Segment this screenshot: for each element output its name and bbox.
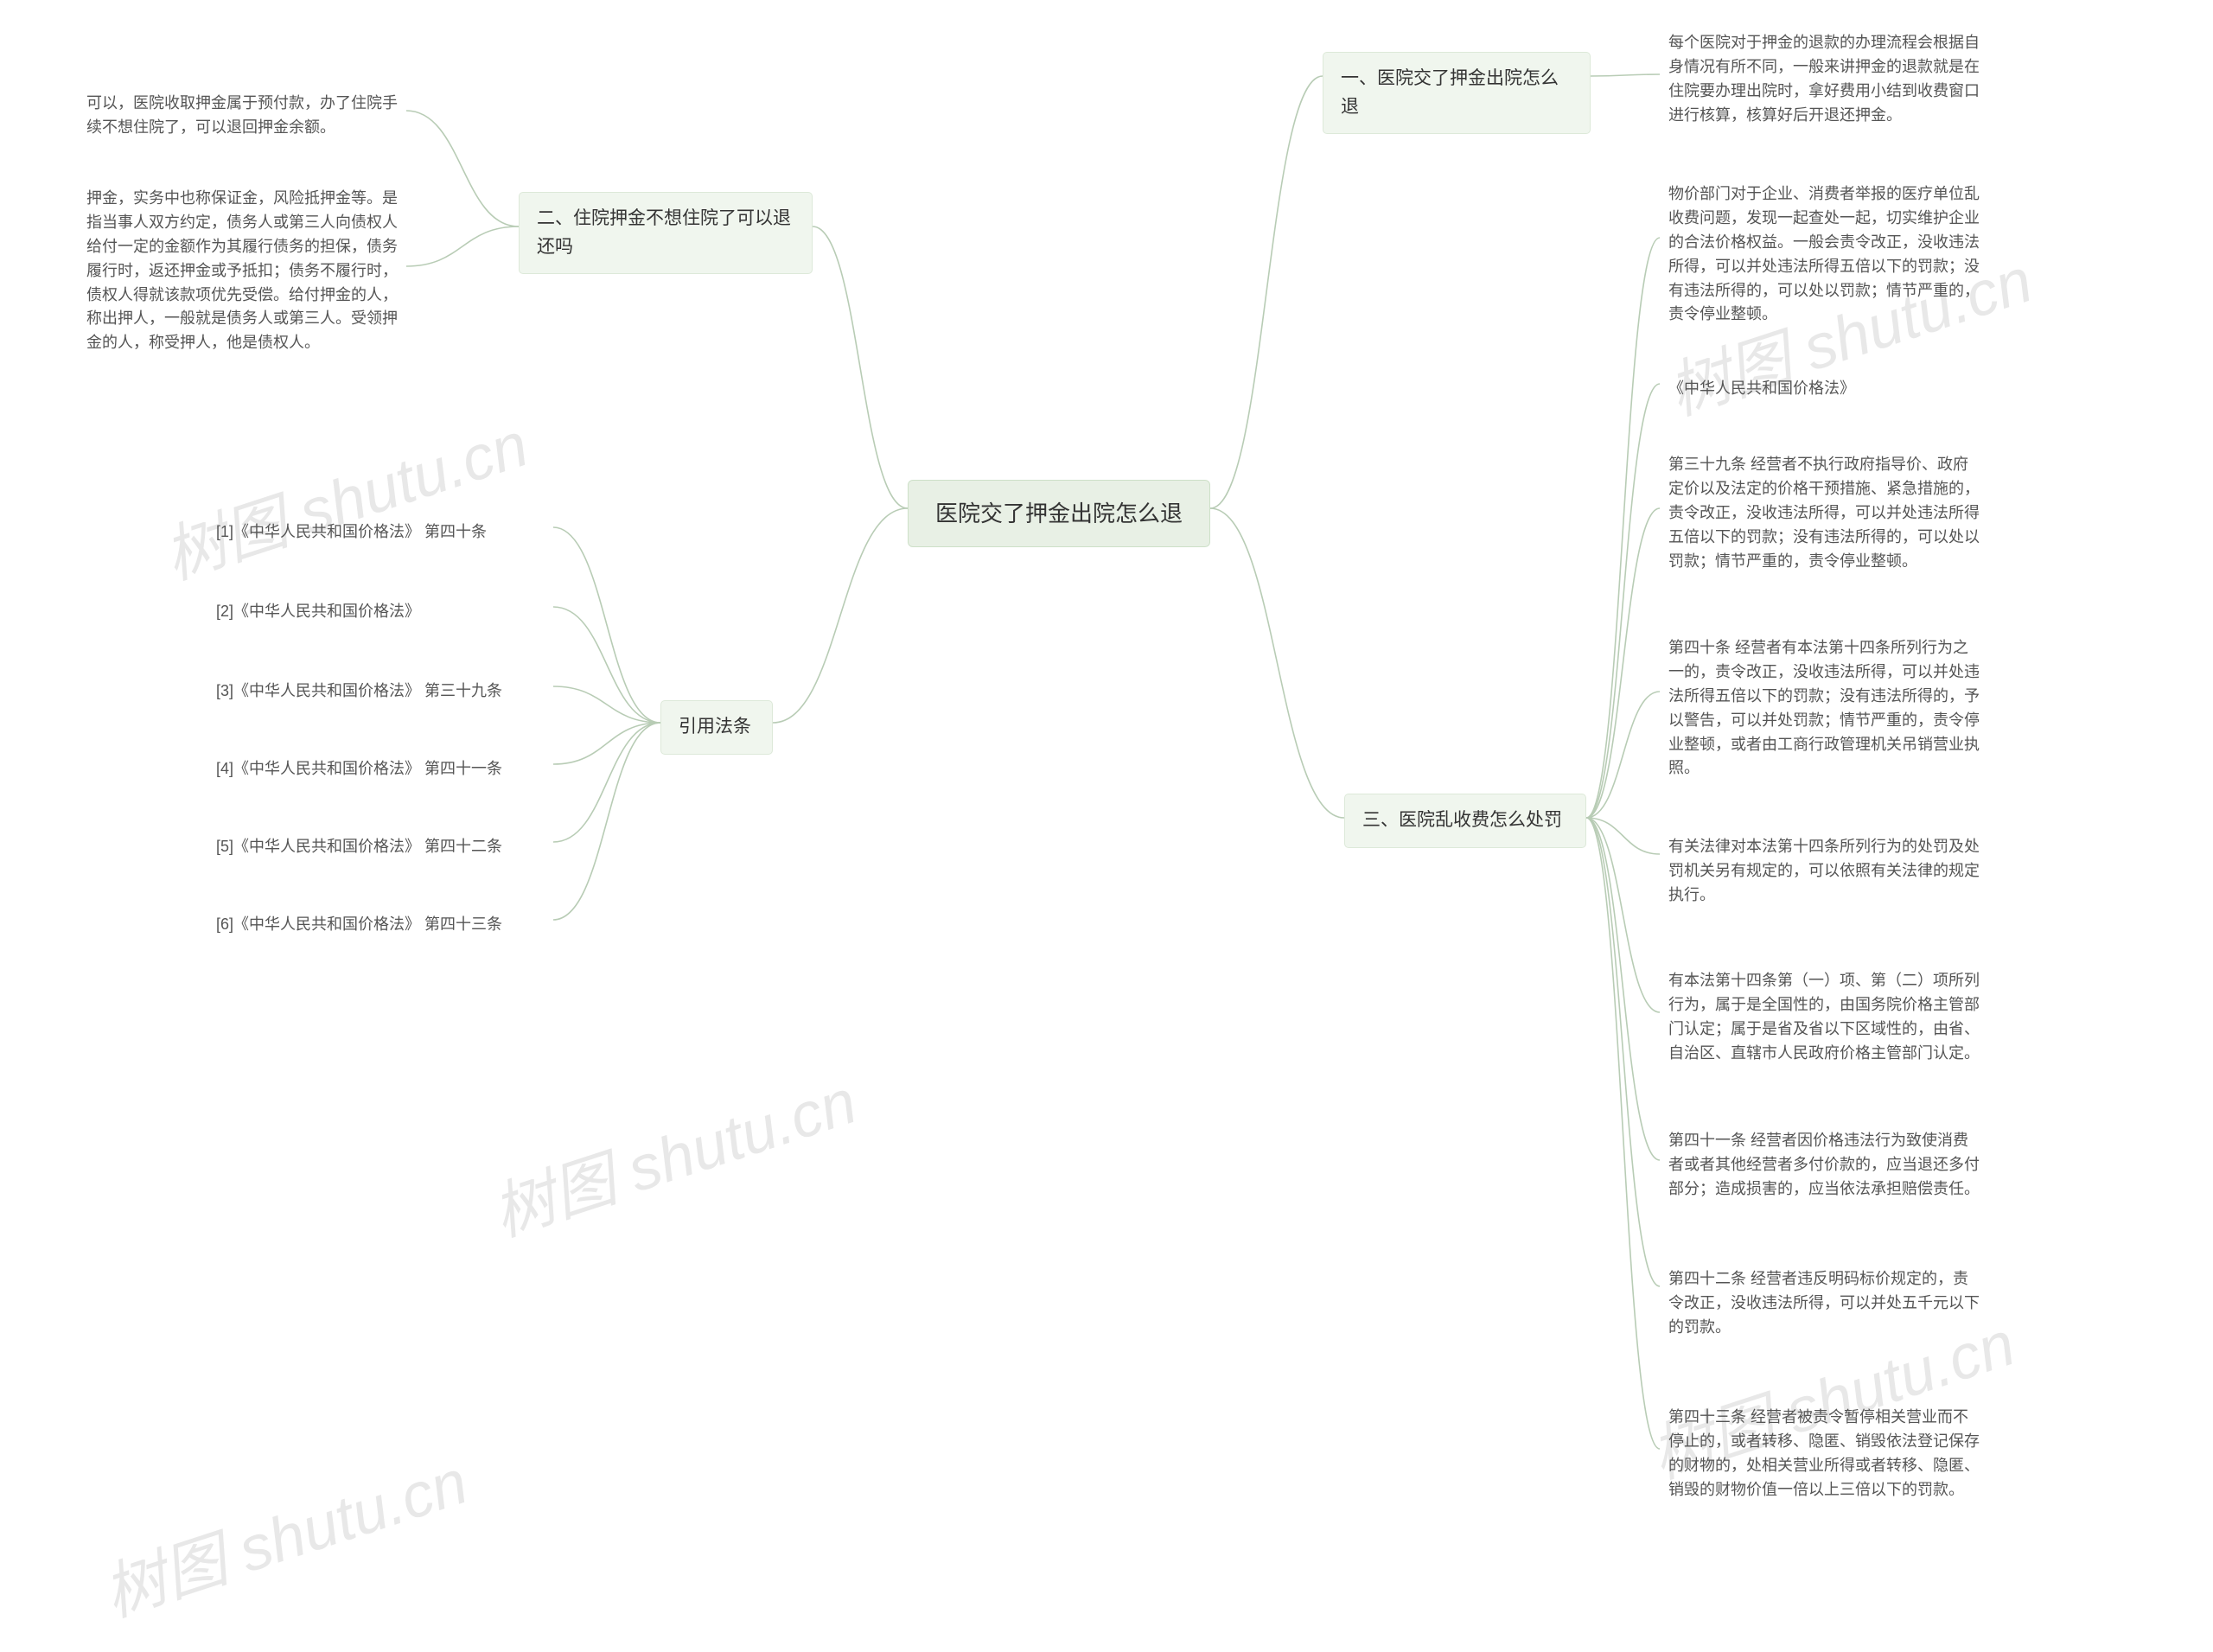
leaf-right-1-7: 第四十二条 经营者违反明码标价规定的，责令改正，没收违法所得，可以并处五千元以下…	[1660, 1262, 1988, 1345]
leaf-right-1-2: 第三十九条 经营者不执行政府指导价、政府定价以及法定的价格干预措施、紧急措施的，…	[1660, 448, 1988, 578]
leaf-right-1-4-label: 有关法律对本法第十四条所列行为的处罚及处罚机关另有规定的，可以依照有关法律的规定…	[1668, 838, 1980, 903]
leaf-right-1-3-label: 第四十条 经营者有本法第十四条所列行为之一的，责令改正，没收违法所得，可以并处违…	[1668, 639, 1980, 776]
leaf-right-0-0-label: 每个医院对于押金的退款的办理流程会根据自身情况有所不同，一般来讲押金的退款就是在…	[1668, 34, 1980, 124]
branch-left-0-label: 二、住院押金不想住院了可以退还吗	[537, 208, 791, 257]
branch-left-1: 引用法条	[660, 700, 773, 755]
branch-left-0: 二、住院押金不想住院了可以退还吗	[519, 192, 813, 274]
leaf-left-1-3-label: [4]《中华人民共和国价格法》 第四十一条	[216, 760, 502, 777]
leaf-right-1-6: 第四十一条 经营者因价格违法行为致使消费者或者其他经营者多付价款的，应当退还多付…	[1660, 1124, 1988, 1207]
leaf-right-1-7-label: 第四十二条 经营者违反明码标价规定的，责令改正，没收违法所得，可以并处五千元以下…	[1668, 1270, 1980, 1336]
leaf-left-1-2-label: [3]《中华人民共和国价格法》 第三十九条	[216, 682, 502, 699]
leaf-left-0-0-label: 可以，医院收取押金属于预付款，办了住院手续不想住院了，可以退回押金余额。	[86, 94, 398, 136]
leaf-right-1-8-label: 第四十三条 经营者被责令暂停相关营业而不停止的，或者转移、隐匿、销毁依法登记保存…	[1668, 1408, 1980, 1498]
leaf-right-1-1-label: 《中华人民共和国价格法》	[1668, 380, 1855, 397]
branch-right-0: 一、医院交了押金出院怎么退	[1323, 52, 1591, 134]
leaf-right-1-6-label: 第四十一条 经营者因价格违法行为致使消费者或者其他经营者多付价款的，应当退还多付…	[1668, 1132, 1980, 1197]
watermark: 树图 shutu.cn	[90, 1431, 476, 1634]
leaf-right-0-0: 每个医院对于押金的退款的办理流程会根据自身情况有所不同，一般来讲押金的退款就是在…	[1660, 26, 1988, 133]
leaf-left-1-4-label: [5]《中华人民共和国价格法》 第四十二条	[216, 838, 502, 855]
leaf-right-1-3: 第四十条 经营者有本法第十四条所列行为之一的，责令改正，没收违法所得，可以并处违…	[1660, 631, 1988, 786]
leaf-left-1-2: [3]《中华人民共和国价格法》 第三十九条	[207, 674, 553, 709]
leaf-left-1-3: [4]《中华人民共和国价格法》 第四十一条	[207, 752, 553, 787]
leaf-left-1-5-label: [6]《中华人民共和国价格法》 第四十三条	[216, 915, 502, 933]
watermark: 树图 shutu.cn	[150, 393, 537, 596]
branch-left-1-label: 引用法条	[679, 717, 751, 737]
leaf-right-1-0-label: 物价部门对于企业、消费者举报的医疗单位乱收费问题，发现一起查处一起，切实维护企业…	[1668, 185, 1980, 322]
leaf-left-1-0: [1]《中华人民共和国价格法》 第四十条	[207, 515, 553, 550]
leaf-left-1-0-label: [1]《中华人民共和国价格法》 第四十条	[216, 523, 487, 540]
branch-right-1-label: 三、医院乱收费怎么处罚	[1362, 810, 1562, 830]
leaf-right-1-1: 《中华人民共和国价格法》	[1660, 372, 1988, 406]
leaf-left-1-1: [2]《中华人民共和国价格法》	[207, 595, 553, 629]
branch-right-0-label: 一、医院交了押金出院怎么退	[1341, 68, 1559, 117]
leaf-right-1-5-label: 有本法第十四条第（一）项、第（二）项所列行为，属于是全国性的，由国务院价格主管部…	[1668, 972, 1980, 1062]
leaf-right-1-8: 第四十三条 经营者被责令暂停相关营业而不停止的，或者转移、隐匿、销毁依法登记保存…	[1660, 1400, 1988, 1508]
watermark: 树图 shutu.cn	[479, 1050, 865, 1253]
leaf-left-1-1-label: [2]《中华人民共和国价格法》	[216, 603, 420, 620]
leaf-left-1-5: [6]《中华人民共和国价格法》 第四十三条	[207, 908, 553, 942]
leaf-right-1-4: 有关法律对本法第十四条所列行为的处罚及处罚机关另有规定的，可以依照有关法律的规定…	[1660, 830, 1988, 913]
leaf-left-0-0: 可以，医院收取押金属于预付款，办了住院手续不想住院了，可以退回押金余额。	[78, 86, 406, 145]
leaf-left-1-4: [5]《中华人民共和国价格法》 第四十二条	[207, 830, 553, 864]
root-label: 医院交了押金出院怎么退	[935, 501, 1183, 526]
root-node: 医院交了押金出院怎么退	[908, 480, 1210, 547]
leaf-left-0-1: 押金，实务中也称保证金，风险抵押金等。是指当事人双方约定，债务人或第三人向债权人…	[78, 182, 406, 360]
branch-right-1: 三、医院乱收费怎么处罚	[1344, 794, 1586, 848]
leaf-right-1-5: 有本法第十四条第（一）项、第（二）项所列行为，属于是全国性的，由国务院价格主管部…	[1660, 964, 1988, 1071]
leaf-right-1-2-label: 第三十九条 经营者不执行政府指导价、政府定价以及法定的价格干预措施、紧急措施的，…	[1668, 456, 1980, 570]
leaf-left-0-1-label: 押金，实务中也称保证金，风险抵押金等。是指当事人双方约定，债务人或第三人向债权人…	[86, 189, 398, 351]
leaf-right-1-0: 物价部门对于企业、消费者举报的医疗单位乱收费问题，发现一起查处一起，切实维护企业…	[1660, 177, 1988, 332]
